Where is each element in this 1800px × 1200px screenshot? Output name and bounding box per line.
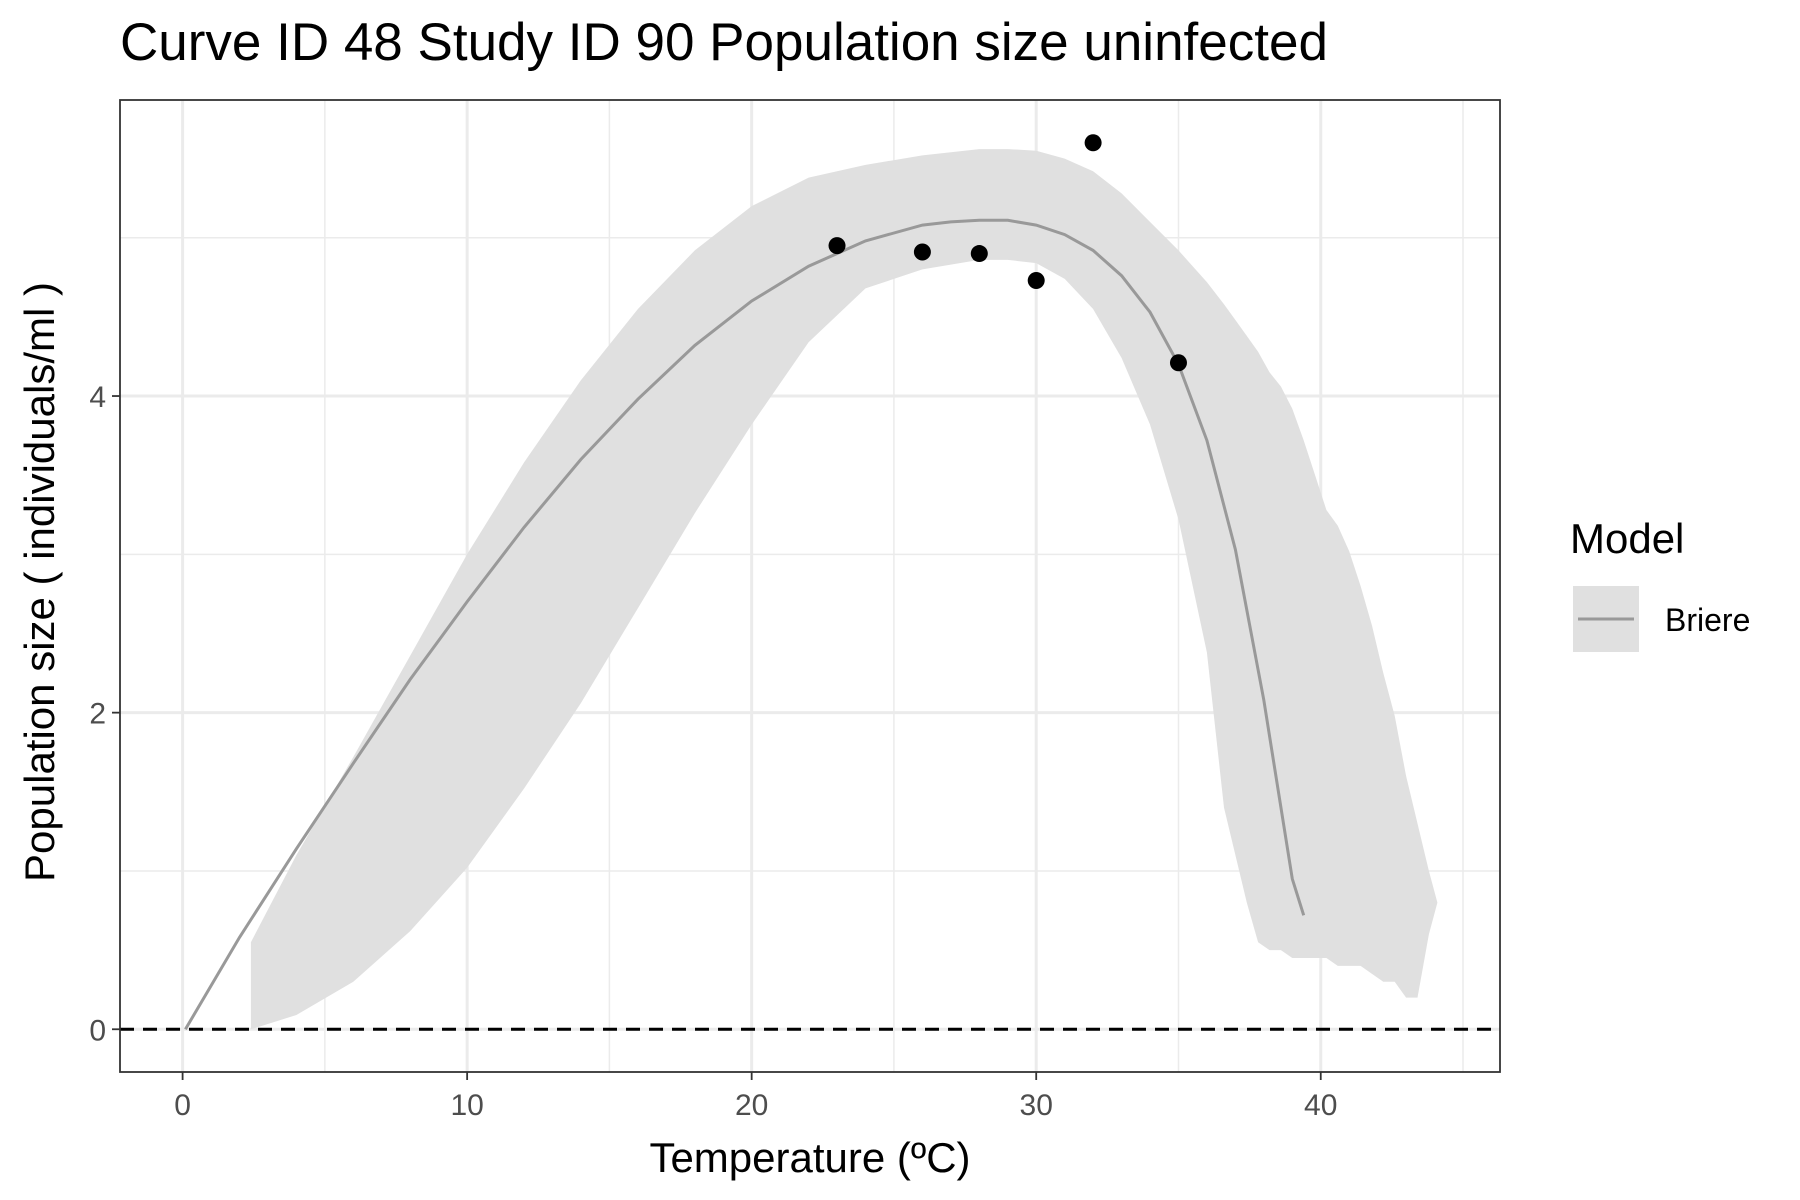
y-axis-title: Population size ( individuals/ml ): [16, 282, 63, 882]
legend-label-briere: Briere: [1665, 602, 1750, 638]
plot-panel-border: [119, 99, 1501, 1073]
y-tick-label: 2: [89, 698, 106, 731]
observed-points: [828, 134, 1187, 372]
y-axis-ticks: 0 2 4: [89, 381, 120, 1047]
x-tick-label: 0: [174, 1089, 191, 1122]
data-point: [970, 245, 988, 263]
y-tick-label: 4: [89, 381, 106, 414]
x-axis-ticks: 0 10 20 30 40: [174, 1072, 1337, 1122]
data-point: [1084, 134, 1102, 152]
x-tick-label: 40: [1304, 1089, 1337, 1122]
x-axis-title: Temperature (ºC): [649, 1134, 970, 1181]
data-point: [1169, 354, 1187, 372]
x-tick-label: 10: [450, 1089, 483, 1122]
y-tick-label: 0: [89, 1014, 106, 1047]
data-point: [828, 237, 846, 255]
x-tick-label: 30: [1020, 1089, 1053, 1122]
chart-title: Curve ID 48 Study ID 90 Population size …: [120, 13, 1328, 72]
legend: Model Briere: [1570, 515, 1750, 652]
legend-title: Model: [1570, 515, 1684, 562]
x-tick-label: 20: [735, 1089, 768, 1122]
confidence-band: [250, 149, 1438, 1030]
data-point: [913, 243, 931, 261]
data-point: [1027, 271, 1045, 289]
briere-model-line: [184, 218, 1306, 1031]
